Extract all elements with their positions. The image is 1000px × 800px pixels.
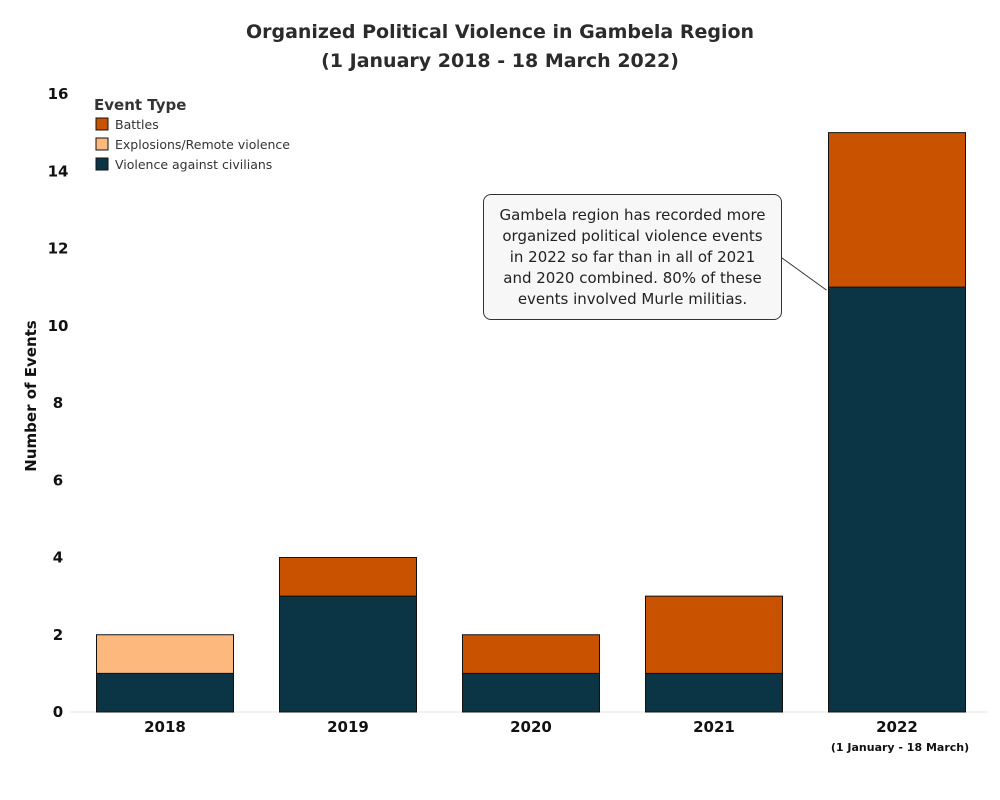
y-tick-label: 12 (48, 240, 69, 258)
legend-label: Battles (115, 117, 159, 132)
y-tick-label: 10 (48, 317, 69, 335)
x-tick-sublabel: (1 January - 18 March) (831, 741, 969, 754)
bar-2020-violence-against-civilians (462, 672, 600, 713)
bar-2019-violence-against-civilians (279, 595, 417, 713)
y-axis-label: Number of Events (22, 320, 40, 471)
x-ticks: 2018 2019 2020 2021 2022 (1 January - 18 Marc… (144, 718, 969, 754)
bars (96, 132, 966, 713)
annotation-leader-line (781, 257, 827, 291)
y-tick-label: 8 (53, 394, 63, 412)
chart-title-line-1: Organized Political Violence in Gambela … (246, 21, 754, 43)
legend-swatch (95, 137, 109, 151)
bar-2022-violence-against-civilians (828, 286, 966, 713)
y-tick-label: 14 (48, 162, 69, 180)
bar-2019-battles (279, 557, 417, 597)
x-tick-label: 2020 (510, 718, 552, 736)
bar-2021-violence-against-civilians (645, 672, 783, 713)
annotation-box: Gambela region has recorded more organiz… (483, 194, 782, 320)
x-tick-label: 2021 (693, 718, 735, 736)
bar-2022-battles (828, 132, 966, 288)
chart-title-line-2: (1 January 2018 - 18 March 2022) (321, 50, 679, 72)
y-tick-label: 16 (48, 85, 69, 103)
bar-2018-explosions-remote-violence (96, 634, 234, 674)
bar-2021-battles (645, 595, 783, 674)
legend-swatch (95, 157, 109, 171)
bar-2018-violence-against-civilians (96, 672, 234, 713)
y-ticks: 0 2 4 6 8 10 12 14 16 (48, 85, 69, 721)
legend-label: Explosions/Remote violence (115, 137, 290, 152)
x-tick-label: 2018 (144, 718, 186, 736)
y-tick-label: 4 (53, 549, 63, 567)
x-tick-label: 2022 (876, 718, 918, 736)
bar-2020-battles (462, 634, 600, 674)
legend-swatch (95, 117, 109, 131)
y-tick-label: 0 (53, 703, 63, 721)
legend-title: Event Type (94, 96, 186, 114)
x-tick-label: 2019 (327, 718, 369, 736)
y-tick-label: 6 (53, 471, 63, 489)
y-tick-label: 2 (53, 626, 63, 644)
legend: Event Type Battles Explosions/Remote viole… (94, 96, 290, 172)
legend-label: Violence against civilians (115, 157, 272, 172)
